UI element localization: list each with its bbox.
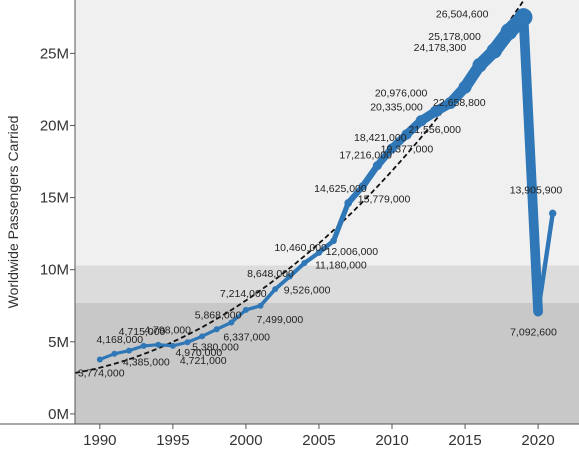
x-ticks: 1990 1995 2000 2005 2010 2015 2020	[83, 424, 555, 449]
data-label: 4,798,000	[144, 325, 191, 337]
data-label: 22,658,800	[433, 97, 486, 109]
data-point	[286, 273, 293, 280]
data-point	[272, 286, 279, 293]
data-point	[535, 308, 542, 315]
y-tick-label: 10M	[40, 262, 69, 279]
x-tick-label: 1995	[156, 432, 189, 449]
data-point	[213, 326, 220, 333]
series-line-segment	[518, 12, 543, 317]
data-point	[169, 342, 176, 349]
data-label: 17,216,000	[339, 150, 392, 162]
data-point	[330, 237, 337, 245]
data-point	[549, 209, 557, 218]
series-line-segment	[229, 308, 248, 325]
data-point	[344, 199, 353, 207]
data-point	[155, 341, 162, 348]
data-label: 20,976,000	[375, 87, 428, 99]
data-point	[458, 80, 472, 94]
data-point	[486, 43, 502, 59]
data-point	[301, 259, 308, 267]
x-tick-label: 1990	[83, 432, 116, 449]
data-point	[257, 302, 264, 309]
data-label: 10,460,000	[274, 242, 327, 254]
x-tick-label: 2000	[229, 432, 262, 449]
data-label: 3,774,000	[78, 367, 125, 379]
data-label: 7,214,000	[220, 288, 267, 300]
x-tick-label: 2005	[302, 432, 335, 449]
series-line-segment	[330, 200, 351, 244]
data-label: 4,721,000	[180, 355, 227, 367]
data-labels: 3,774,000 4,168,000 4,385,000 4,715,0004,79…	[78, 9, 563, 380]
data-point	[96, 356, 103, 363]
data-label: 19,377,000	[381, 143, 434, 155]
x-tick-label: 2020	[521, 432, 554, 449]
data-label: 26,504,600	[436, 9, 489, 21]
data-label: 21,556,000	[408, 124, 461, 136]
data-point	[126, 347, 133, 354]
data-label: 7,499,000	[257, 314, 304, 326]
data-label: 20,335,000	[370, 102, 423, 114]
data-point	[415, 115, 427, 127]
y-axis-label: Worldwide Passengers Carried	[5, 116, 21, 309]
data-label: 4,385,000	[123, 357, 170, 369]
data-point	[444, 96, 457, 110]
data-point	[358, 182, 367, 191]
series-line-segment	[258, 287, 277, 308]
y-tick-label: 20M	[40, 117, 69, 134]
background-band-1	[75, 302, 579, 424]
data-label: 15,779,000	[358, 193, 411, 205]
data-label: 9,526,000	[284, 285, 331, 297]
series-line-segment	[287, 261, 307, 279]
x-tick-label: 2010	[375, 432, 408, 449]
data-label: 6,337,000	[223, 332, 270, 344]
data-point	[514, 8, 533, 27]
data-point	[430, 105, 442, 118]
data-point	[228, 319, 235, 326]
y-tick-label: 15M	[40, 190, 69, 207]
data-label: 11,180,000	[315, 260, 367, 272]
data-label: 12,006,000	[326, 246, 379, 258]
y-tick-label: 25M	[40, 45, 69, 62]
data-label: 5,868,000	[195, 309, 242, 321]
series-line-segment	[273, 274, 292, 292]
background-bands	[75, 0, 579, 424]
data-point	[372, 161, 382, 171]
data-label: 4,715,000	[119, 326, 166, 338]
data-point	[401, 129, 412, 140]
data-label: 24,178,300	[414, 42, 467, 54]
data-point	[387, 143, 397, 154]
data-label: 18,421,000	[354, 132, 407, 144]
data-label: 5,380,000	[192, 341, 239, 353]
data-point	[500, 23, 518, 41]
data-point	[315, 249, 323, 256]
data-point	[184, 339, 191, 346]
series-group	[96, 8, 557, 363]
data-label: 4,970,000	[175, 347, 222, 359]
data-point	[472, 58, 487, 73]
y-tick-label: 5M	[48, 334, 69, 351]
data-point	[111, 350, 118, 357]
y-ticks: 0M 5M 10M 15M 20M 25M	[40, 45, 75, 423]
data-label: 7,092,600	[510, 327, 557, 339]
series-line-segment	[535, 211, 555, 314]
data-label: 8,648,000	[247, 268, 294, 280]
background-band-0	[75, 265, 579, 303]
data-label: 25,178,000	[428, 31, 481, 43]
data-label: 4,168,000	[96, 334, 143, 346]
x-tick-label: 2015	[448, 432, 481, 449]
data-point	[242, 306, 249, 313]
data-label: 14,625,000	[314, 183, 367, 195]
axes	[0, 0, 579, 425]
y-tick-label: 0M	[48, 406, 69, 423]
data-label: 13,905,900	[510, 184, 563, 196]
data-point	[199, 333, 206, 340]
data-point	[140, 342, 147, 349]
